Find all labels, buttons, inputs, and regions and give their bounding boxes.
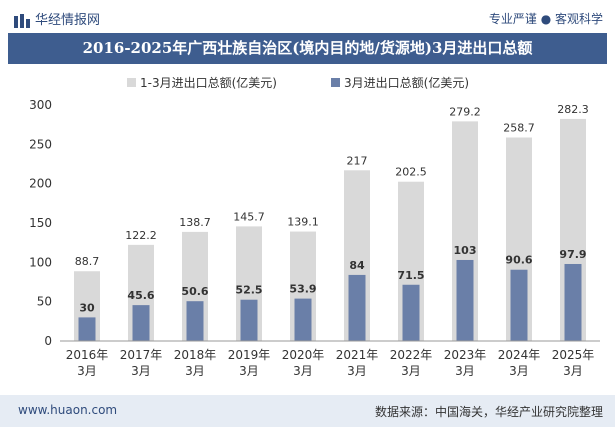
x-tick-label-year: 2025年 (552, 348, 595, 362)
x-tick-label-year: 2019年 (228, 348, 271, 362)
data-label-series-2: 30 (79, 301, 95, 314)
data-label-series-1: 122.2 (125, 229, 157, 242)
x-tick-label-year: 2018年 (174, 348, 217, 362)
data-label-series-1: 217 (347, 154, 368, 167)
y-tick-label: 200 (29, 177, 52, 191)
x-tick-label-month: 3月 (455, 364, 475, 378)
bar-series-2 (186, 301, 204, 341)
x-tick-label-year: 2020年 (282, 348, 325, 362)
site-name: 华经情报网 (35, 13, 101, 28)
chart-title: 2016-2025年广西壮族自治区(境内目的地/货源地)3月进出口总额 (8, 33, 607, 64)
x-tick-label-month: 3月 (293, 364, 313, 378)
data-label-series-2: 84 (349, 259, 365, 272)
y-tick-label: 50 (37, 295, 52, 309)
data-label-series-1: 145.7 (233, 210, 265, 223)
data-label-series-1: 279.2 (449, 105, 481, 118)
x-tick-label-year: 2017年 (120, 348, 163, 362)
data-label-series-2: 90.6 (505, 254, 532, 267)
data-label-series-1: 139.1 (287, 216, 319, 229)
data-label-series-2: 53.9 (289, 283, 316, 296)
bar-series-2 (132, 305, 150, 341)
footer-bar: www.huaon.com 数据来源：中国海关，华经产业研究院整理 (0, 395, 615, 427)
y-tick-label: 250 (29, 137, 52, 151)
legend-label-series-1: 1-3月进出口总额(亿美元) (140, 75, 277, 90)
header-bar: 华经情报网 专业严谨 ● 客观科学 (0, 0, 615, 33)
legend-swatch-series-1 (127, 78, 136, 87)
x-tick-label-year: 2022年 (390, 348, 433, 362)
legend-label-series-2: 3月进出口总额(亿美元) (344, 75, 469, 90)
x-tick-label-year: 2023年 (444, 348, 487, 362)
data-label-series-1: 88.7 (75, 255, 100, 268)
data-label-series-1: 202.5 (395, 166, 427, 179)
footer-url[interactable]: www.huaon.com (18, 403, 118, 417)
bar-series-2 (402, 284, 420, 341)
data-label-series-2: 52.5 (235, 284, 262, 297)
y-tick-label: 100 (29, 255, 52, 269)
data-label-series-1: 138.7 (179, 216, 211, 229)
bar-series-2 (294, 298, 312, 341)
legend-swatch-series-2 (331, 78, 340, 87)
x-tick-label-month: 3月 (509, 364, 529, 378)
x-tick-label-year: 2016年 (66, 348, 109, 362)
slogan: 专业严谨 ● 客观科学 (488, 12, 603, 26)
bar-series-2 (564, 263, 582, 341)
data-label-series-2: 50.6 (181, 285, 208, 298)
bar-series-2 (78, 317, 96, 341)
data-label-series-2: 97.9 (559, 248, 586, 261)
chart: 1-3月进出口总额(亿美元) 3月进出口总额(亿美元) 0 50 100 150 200 25… (29, 75, 600, 378)
logo-icon (14, 13, 30, 28)
bar-series-2 (456, 259, 474, 341)
x-tick-label-month: 3月 (131, 364, 151, 378)
bar-series-2 (240, 299, 258, 341)
x-tick-label-month: 3月 (239, 364, 259, 378)
y-tick-label: 0 (44, 334, 52, 348)
data-label-series-2: 71.5 (397, 269, 424, 282)
x-tick-label-month: 3月 (347, 364, 367, 378)
data-label-series-1: 258.7 (503, 121, 535, 134)
x-tick-label-month: 3月 (563, 364, 583, 378)
y-tick-label: 150 (29, 216, 52, 230)
x-tick-label-year: 2021年 (336, 348, 379, 362)
x-tick-label-month: 3月 (77, 364, 97, 378)
y-tick-label: 300 (29, 98, 52, 112)
x-tick-label-month: 3月 (401, 364, 421, 378)
bar-series-2 (510, 269, 528, 341)
footer-source: 数据来源：中国海关，华经产业研究院整理 (374, 405, 603, 419)
data-label-series-2: 103 (454, 244, 477, 257)
bar-series-2 (348, 274, 366, 341)
x-tick-label-month: 3月 (185, 364, 205, 378)
x-tick-label-year: 2024年 (498, 348, 541, 362)
data-label-series-2: 45.6 (127, 289, 154, 302)
data-label-series-1: 282.3 (557, 103, 589, 116)
site-logo[interactable]: 华经情报网 (14, 9, 100, 28)
